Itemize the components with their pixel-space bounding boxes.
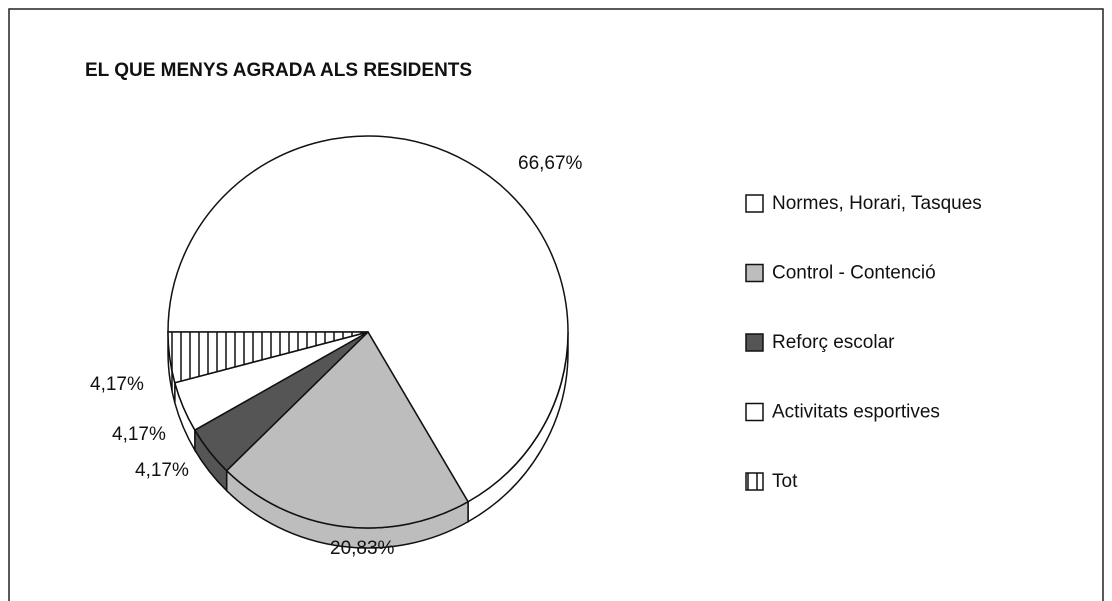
chart-title: EL QUE MENYS AGRADA ALS RESIDENTS [85, 60, 472, 81]
legend-swatch [745, 402, 764, 422]
legend-swatch [745, 194, 764, 213]
data-label: 66,67% [518, 153, 583, 174]
legend-swatch [745, 333, 764, 352]
frame [8, 8, 1104, 601]
legend-label: Reforç escolar [772, 332, 895, 353]
pie-slice [167, 135, 569, 503]
legend-swatch [745, 472, 764, 491]
pie-slice [167, 331, 369, 384]
legend-label: Activitats esportives [772, 402, 940, 423]
data-label: 4,17% [112, 424, 166, 445]
legend-label: Control - Contenció [772, 263, 936, 284]
legend-label: Tot [772, 471, 798, 492]
data-label: 4,17% [135, 460, 189, 481]
legend-label: Normes, Horari, Tasques [772, 193, 982, 214]
data-label: 20,83% [330, 538, 395, 559]
data-label: 4,17% [90, 374, 144, 395]
pie-slice [225, 330, 470, 529]
legend-swatch [745, 263, 764, 283]
